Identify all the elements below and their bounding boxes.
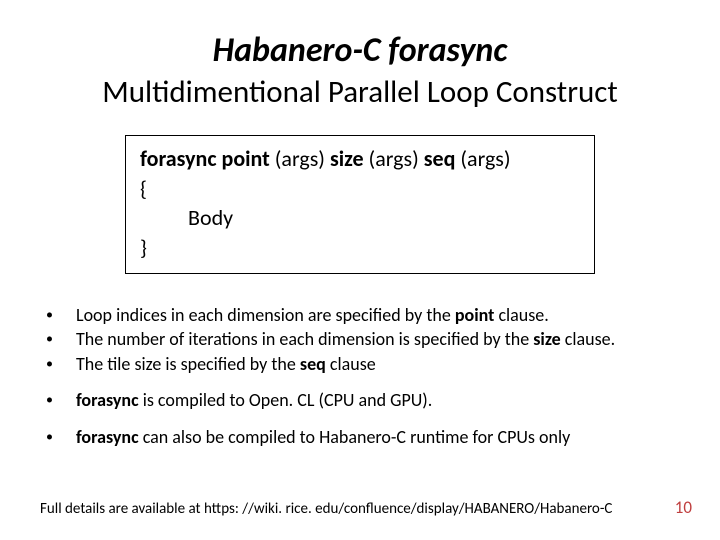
bullet-item: The number of iterations in each dimensi… [36,328,690,351]
bullet-bold: point [455,304,495,326]
slide-title: Habanero-C forasync [30,30,690,71]
code-body: Body [140,203,580,233]
code-line-1: forasync point (args) size (args) seq (a… [140,144,580,174]
args-3: (args) [460,145,510,172]
slide-subtitle: Multidimentional Parallel Loop Construct [30,73,690,111]
bullet-bold: forasync [76,389,139,411]
bullet-suffix: clause. [561,328,615,350]
bullet-suffix: can also be compiled to Habanero-C runti… [139,426,571,448]
bullet-item: Loop indices in each dimension are speci… [36,304,690,327]
code-close-brace: } [140,233,580,263]
kw-seq: seq [424,145,456,172]
kw-forasync: forasync [140,145,217,172]
code-box: forasync point (args) size (args) seq (a… [125,135,595,274]
args-2: (args) [369,145,424,172]
bullet-item: forasync can also be compiled to Habaner… [36,426,690,449]
bullet-suffix: clause [326,353,376,375]
kw-size: size [330,145,364,172]
bullet-prefix: The number of iterations in each dimensi… [76,328,533,350]
bullet-list: Loop indices in each dimension are speci… [36,304,690,449]
bullet-suffix: clause. [494,304,548,326]
bullet-prefix: The tile size is specified by the [76,353,300,375]
bullet-item: forasync is compiled to Open. CL (CPU an… [36,389,690,412]
bullet-bold: size [533,328,560,350]
bullet-prefix: Loop indices in each dimension are speci… [76,304,455,326]
kw-point: point [222,145,270,172]
bullet-suffix: is compiled to Open. CL (CPU and GPU). [139,389,433,411]
footer-text: Full details are available at https: //w… [40,500,612,518]
page-number: 10 [675,497,692,518]
slide: Habanero-C forasync Multidimentional Par… [0,0,720,540]
code-open-brace: { [140,174,580,204]
bullet-item: The tile size is specified by the seq cl… [36,353,690,376]
bullet-bold: forasync [76,426,139,448]
bullet-bold: seq [300,353,326,375]
args-1: (args) [275,145,330,172]
